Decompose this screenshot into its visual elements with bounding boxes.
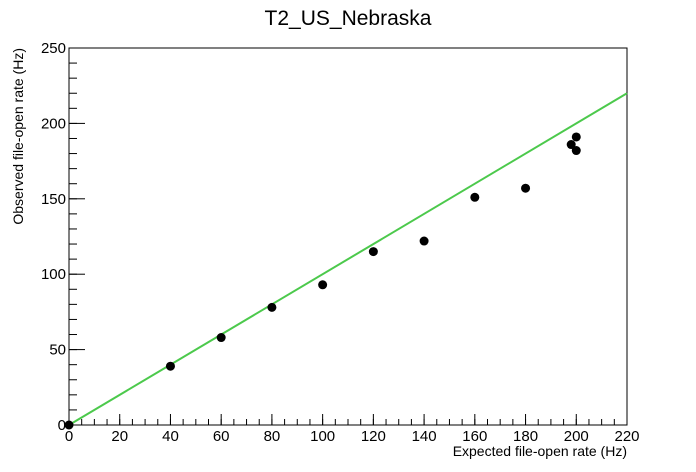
x-tick-label: 100 <box>310 428 335 445</box>
data-point <box>216 333 226 343</box>
y-tick-labels: 0 50 100 150 200 250 <box>41 40 66 434</box>
data-point <box>368 247 378 257</box>
x-tick-label: 0 <box>65 428 73 445</box>
fit-line <box>68 92 628 426</box>
x-tick-label: 20 <box>111 428 128 445</box>
x-tick-label: 180 <box>513 428 538 445</box>
x-tick-label: 160 <box>462 428 487 445</box>
x-tick-label: 140 <box>412 428 437 445</box>
data-point <box>64 420 74 430</box>
data-point <box>571 132 581 142</box>
data-point <box>571 146 581 156</box>
data-point <box>419 236 429 246</box>
data-point <box>267 302 277 312</box>
x-tick-label: 120 <box>361 428 386 445</box>
axis-ticks <box>68 47 628 426</box>
x-tick-label: 80 <box>264 428 281 445</box>
data-point <box>470 192 480 202</box>
y-tick-label: 250 <box>41 40 66 57</box>
y-tick-label: 50 <box>49 342 66 359</box>
x-tick-label: 200 <box>564 428 589 445</box>
x-tick-label: 60 <box>213 428 230 445</box>
data-series <box>64 92 628 430</box>
data-point <box>318 280 328 290</box>
x-axis-label: Expected file-open rate (Hz) <box>453 443 627 459</box>
x-tick-label: 220 <box>614 428 639 445</box>
y-tick-label: 200 <box>41 115 66 132</box>
data-point <box>165 361 175 371</box>
y-tick-label: 100 <box>41 266 66 283</box>
data-point <box>521 183 531 193</box>
x-tick-label: 40 <box>162 428 179 445</box>
y-tick-label: 0 <box>58 417 66 434</box>
x-tick-labels: 0 20 40 60 80 100 120 140 160 180 200 220 <box>65 428 640 445</box>
y-axis-label: Observed file-open rate (Hz) <box>10 48 26 225</box>
y-tick-label: 150 <box>41 191 66 208</box>
data-point <box>566 140 576 150</box>
chart-title: T2_US_Nebraska <box>265 7 432 30</box>
